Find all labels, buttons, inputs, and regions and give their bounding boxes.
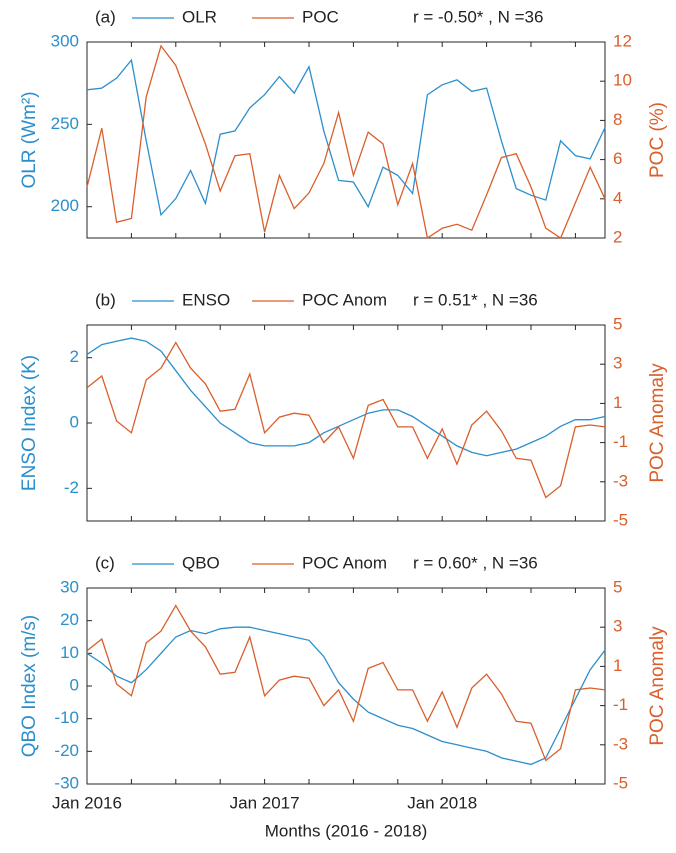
data-line xyxy=(86,604,606,762)
y2-tick-label: 10 xyxy=(613,71,632,90)
legend-label: OLR xyxy=(182,7,217,26)
y2-tick-label: -3 xyxy=(613,471,628,490)
y2-tick-label: 5 xyxy=(613,577,622,596)
y2-tick-label: 1 xyxy=(613,656,622,675)
y-axis-label: QBO Index (m/s) xyxy=(19,615,40,758)
y2-tick-label: -1 xyxy=(613,695,628,714)
y-tick-label: 300 xyxy=(51,31,79,50)
legend-label: POC Anom xyxy=(302,290,387,309)
y-tick-label: 250 xyxy=(51,114,79,133)
y-tick-label: 0 xyxy=(70,412,79,431)
plot-frame xyxy=(86,587,606,785)
x-tick-label: Jan 2017 xyxy=(230,793,300,812)
y2-tick-label: -5 xyxy=(613,510,628,529)
plot-frame xyxy=(86,41,606,239)
y2-tick-label: 6 xyxy=(613,149,622,168)
data-line xyxy=(86,58,606,217)
y-tick-label: 30 xyxy=(60,577,79,596)
x-axis-label: Months (2016 - 2018) xyxy=(265,821,428,840)
legend-label: POC Anom xyxy=(302,553,387,572)
x-tick-label: Jan 2016 xyxy=(52,793,122,812)
panel-label: (a) xyxy=(95,7,116,26)
y2-axis-label: POC Anomaly xyxy=(647,626,668,746)
y-tick-label: -30 xyxy=(54,773,79,792)
y-tick-label: 20 xyxy=(60,610,79,629)
y2-axis-label: POC (%) xyxy=(647,102,668,178)
y2-tick-label: 3 xyxy=(613,617,622,636)
legend-label: QBO xyxy=(182,553,220,572)
y2-tick-label: -3 xyxy=(613,734,628,753)
y2-tick-label: 1 xyxy=(613,393,622,412)
y-tick-label: -20 xyxy=(54,741,79,760)
y-tick-label: -2 xyxy=(64,478,79,497)
panel-label: (b) xyxy=(95,290,116,309)
y-tick-label: 10 xyxy=(60,643,79,662)
y-tick-label: 2 xyxy=(70,347,79,366)
y2-tick-label: 12 xyxy=(613,31,632,50)
y2-tick-label: 8 xyxy=(613,110,622,129)
y2-tick-label: -1 xyxy=(613,432,628,451)
y2-tick-label: 2 xyxy=(613,227,622,246)
legend-label: ENSO xyxy=(182,290,230,309)
y-axis-label: OLR (Wm²) xyxy=(19,91,40,188)
data-line xyxy=(86,626,606,766)
data-line xyxy=(86,44,606,240)
data-line xyxy=(86,337,606,457)
y2-tick-label: 4 xyxy=(613,188,622,207)
y2-tick-label: 5 xyxy=(613,314,622,333)
y2-tick-label: -5 xyxy=(613,773,628,792)
y-tick-label: 200 xyxy=(51,196,79,215)
y2-axis-label: POC Anomaly xyxy=(647,363,668,483)
panel-label: (c) xyxy=(95,553,115,572)
x-tick-label: Jan 2018 xyxy=(407,793,477,812)
data-line xyxy=(86,341,606,499)
annotation: r = 0.60* , N =36 xyxy=(413,553,538,572)
annotation: r = -0.50* , N =36 xyxy=(413,7,543,26)
y-axis-label: ENSO Index (K) xyxy=(19,355,40,491)
y-tick-label: -10 xyxy=(54,708,79,727)
y-tick-label: 0 xyxy=(70,675,79,694)
y2-tick-label: 3 xyxy=(613,354,622,373)
legend-label: POC xyxy=(302,7,339,26)
annotation: r = 0.51* , N =36 xyxy=(413,290,538,309)
